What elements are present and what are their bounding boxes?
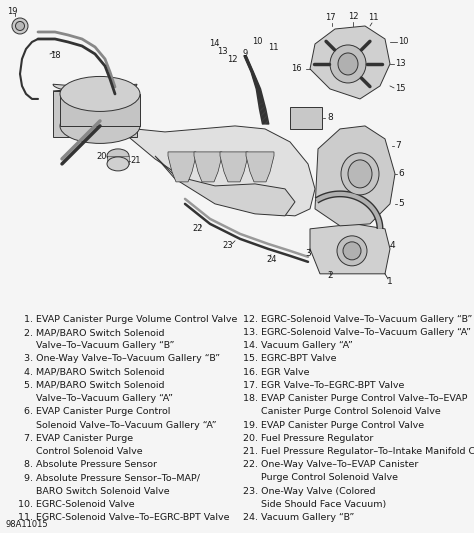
Text: 19. EVAP Canister Purge Control Valve: 19. EVAP Canister Purge Control Valve: [243, 421, 424, 430]
Ellipse shape: [348, 160, 372, 188]
Text: 22. One-Way Valve–To–EVAP Canister: 22. One-Way Valve–To–EVAP Canister: [243, 460, 419, 469]
Text: 21: 21: [130, 156, 140, 165]
Text: 11: 11: [368, 13, 378, 22]
Text: Purge Control Solenoid Valve: Purge Control Solenoid Valve: [243, 473, 398, 482]
Polygon shape: [53, 84, 137, 93]
Text: 10: 10: [398, 37, 409, 46]
Text: 1: 1: [387, 277, 393, 286]
Polygon shape: [310, 26, 390, 99]
Text: 98A11015: 98A11015: [6, 520, 49, 529]
Text: 20: 20: [97, 152, 107, 161]
Text: Side Should Face Vacuum): Side Should Face Vacuum): [243, 500, 386, 509]
Text: 12: 12: [348, 12, 358, 21]
Text: 15. EGRC-BPT Valve: 15. EGRC-BPT Valve: [243, 354, 337, 364]
Polygon shape: [53, 91, 137, 137]
Polygon shape: [220, 152, 248, 182]
Text: 15: 15: [395, 84, 405, 93]
Text: 2. MAP/BARO Switch Solenoid: 2. MAP/BARO Switch Solenoid: [18, 328, 164, 337]
Text: 20. Fuel Pressure Regulator: 20. Fuel Pressure Regulator: [243, 434, 374, 443]
Text: 18. EVAP Canister Purge Control Valve–To–EVAP: 18. EVAP Canister Purge Control Valve–To…: [243, 394, 467, 403]
Ellipse shape: [337, 236, 367, 266]
Text: 7: 7: [395, 141, 401, 150]
Polygon shape: [315, 126, 395, 226]
Text: 24: 24: [267, 255, 277, 264]
Ellipse shape: [16, 21, 25, 30]
Text: 16: 16: [292, 64, 302, 74]
Text: 2: 2: [327, 271, 333, 280]
Text: 17. EGR Valve–To–EGRC-BPT Valve: 17. EGR Valve–To–EGRC-BPT Valve: [243, 381, 404, 390]
Ellipse shape: [330, 45, 366, 83]
Text: 16. EGR Valve: 16. EGR Valve: [243, 368, 310, 377]
Text: 12: 12: [228, 55, 238, 64]
Polygon shape: [246, 152, 274, 182]
Polygon shape: [107, 156, 129, 164]
Ellipse shape: [60, 76, 140, 111]
Text: Valve–To–Vacuum Gallery “B”: Valve–To–Vacuum Gallery “B”: [18, 341, 174, 350]
Text: 13: 13: [395, 60, 406, 68]
Text: Valve–To–Vacuum Gallery “A”: Valve–To–Vacuum Gallery “A”: [18, 394, 173, 403]
Ellipse shape: [12, 18, 28, 34]
Text: 7. EVAP Canister Purge: 7. EVAP Canister Purge: [18, 434, 133, 443]
Text: 21. Fuel Pressure Regulator–To–Intake Manifold Collector: 21. Fuel Pressure Regulator–To–Intake Ma…: [243, 447, 474, 456]
Text: Canister Purge Control Solenoid Valve: Canister Purge Control Solenoid Valve: [243, 407, 441, 416]
Text: 4. MAP/BARO Switch Solenoid: 4. MAP/BARO Switch Solenoid: [18, 368, 164, 377]
Text: 3: 3: [305, 249, 311, 259]
Text: 11: 11: [268, 44, 279, 52]
Polygon shape: [310, 224, 390, 274]
Text: 23. One-Way Valve (Colored: 23. One-Way Valve (Colored: [243, 487, 375, 496]
Text: 10: 10: [252, 37, 262, 46]
Ellipse shape: [341, 153, 379, 195]
Text: 18: 18: [50, 52, 61, 60]
Text: 4: 4: [389, 241, 395, 251]
Polygon shape: [100, 109, 315, 216]
Text: 9. Absolute Pressure Sensor–To–MAP/: 9. Absolute Pressure Sensor–To–MAP/: [18, 473, 200, 482]
Text: 10. EGRC-Solenoid Valve: 10. EGRC-Solenoid Valve: [18, 500, 135, 509]
Text: 23: 23: [223, 241, 233, 251]
Polygon shape: [60, 94, 140, 126]
Ellipse shape: [343, 242, 361, 260]
Text: 17: 17: [325, 13, 335, 22]
Text: 14. Vacuum Gallery “A”: 14. Vacuum Gallery “A”: [243, 341, 353, 350]
Text: BARO Switch Solenoid Valve: BARO Switch Solenoid Valve: [18, 487, 170, 496]
Ellipse shape: [107, 157, 129, 171]
Text: Solenoid Valve–To–Vacuum Gallery “A”: Solenoid Valve–To–Vacuum Gallery “A”: [18, 421, 217, 430]
Text: 6: 6: [398, 169, 404, 179]
Ellipse shape: [107, 149, 129, 163]
Polygon shape: [194, 152, 222, 182]
Text: 5: 5: [398, 199, 404, 208]
Text: 22: 22: [193, 224, 203, 233]
Text: 1. EVAP Canister Purge Volume Control Valve: 1. EVAP Canister Purge Volume Control Va…: [18, 315, 237, 324]
Text: 3. One-Way Valve–To–Vacuum Gallery “B”: 3. One-Way Valve–To–Vacuum Gallery “B”: [18, 354, 220, 364]
Ellipse shape: [60, 108, 140, 143]
Text: 12. EGRC-Solenoid Valve–To–Vacuum Gallery “B”: 12. EGRC-Solenoid Valve–To–Vacuum Galler…: [243, 315, 473, 324]
Text: 11. EGRC-Solenoid Valve–To–EGRC-BPT Valve: 11. EGRC-Solenoid Valve–To–EGRC-BPT Valv…: [18, 513, 229, 522]
Text: 19: 19: [7, 7, 17, 17]
Text: 24. Vacuum Gallery “B”: 24. Vacuum Gallery “B”: [243, 513, 355, 522]
Text: 13: 13: [218, 47, 228, 56]
Ellipse shape: [338, 53, 358, 75]
Text: 5. MAP/BARO Switch Solenoid: 5. MAP/BARO Switch Solenoid: [18, 381, 164, 390]
Text: 8. Absolute Pressure Sensor: 8. Absolute Pressure Sensor: [18, 460, 157, 469]
Text: 13. EGRC-Solenoid Valve–To–Vacuum Gallery “A”: 13. EGRC-Solenoid Valve–To–Vacuum Galler…: [243, 328, 471, 337]
Text: 9: 9: [243, 50, 248, 59]
Bar: [290, 107, 322, 129]
Text: 6. EVAP Canister Purge Control: 6. EVAP Canister Purge Control: [18, 407, 170, 416]
Polygon shape: [155, 156, 295, 216]
Text: 8: 8: [327, 114, 333, 123]
Polygon shape: [168, 152, 196, 182]
Text: 14: 14: [210, 39, 220, 49]
Text: Control Solenoid Valve: Control Solenoid Valve: [18, 447, 143, 456]
